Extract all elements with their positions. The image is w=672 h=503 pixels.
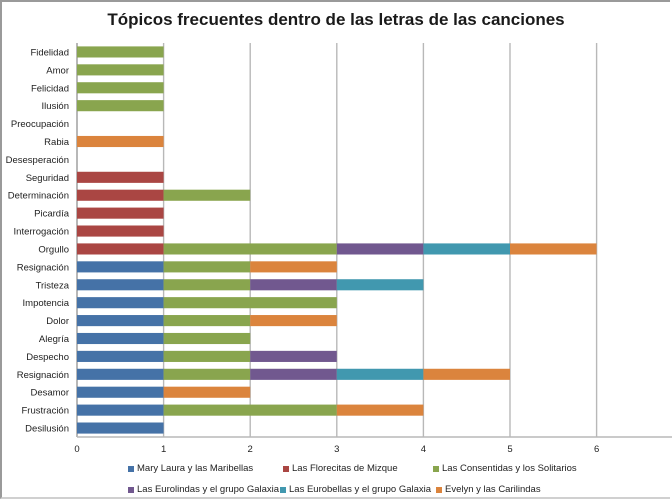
x-tick-label: 4 [421,444,426,455]
bar-segment [163,350,251,362]
legend-item: Evelyn y las Carilindas [436,484,556,495]
bar-segment [77,297,164,309]
legend-swatch [433,465,439,472]
category-label: Determinación [8,191,69,202]
bar-segment [77,386,164,398]
category-label: Tristeza [36,280,70,291]
bar-segment [163,404,337,416]
category-label: Impotencia [23,298,70,309]
x-tick-label: 3 [334,444,339,455]
category-label: Desesperación [6,155,69,166]
bar-segment [77,100,164,112]
legend-swatch [280,486,286,493]
bar-segment [336,243,424,255]
bar-segment [77,315,164,327]
x-tick-label: 0 [74,444,79,455]
x-tick-label: 6 [594,444,599,455]
category-label: Desamor [30,388,69,399]
bar-segment [423,368,510,380]
category-label: Alegría [39,334,70,345]
chart-title: Tópicos frecuentes dentro de las letras … [107,10,565,29]
bar-segment [77,368,164,380]
bar-segment [336,368,424,380]
bar-segment [77,82,164,94]
bar-segment [163,332,251,345]
bar-segment [163,368,251,380]
bar-segment [163,297,337,309]
legend-item: Las Consentidas y los Solitarios [433,463,608,474]
category-label: Desilusión [25,424,69,435]
category-label: Picardía [34,209,70,220]
legend-item: Las Eurolindas y el grupo Galaxia [128,484,280,495]
bar-segment [163,386,251,398]
category-label: Ilusión [42,101,69,112]
bar-segment [77,261,164,273]
bar-segment [77,64,164,76]
legend-swatch [128,486,134,493]
bar-segment [163,261,251,273]
bar-segment [510,243,597,255]
x-tick-label: 5 [507,444,512,455]
category-label: Preocupación [11,119,69,130]
bar-segment [77,171,164,183]
category-label: Seguridad [26,173,69,184]
category-label: Resignación [17,370,69,381]
bar-segment [77,46,164,58]
legend-label: Las Consentidas y los Solitarios [442,463,577,474]
bar-segment [250,315,337,327]
bar-segment [77,243,164,255]
x-tick-label: 1 [161,444,166,455]
bar-segment [423,243,510,255]
bar-segment [163,243,337,255]
bar-segment [336,279,424,291]
legend-item: Mary Laura y las Maribellas [128,463,283,474]
bar-segment [77,189,164,201]
bar-segment [250,368,337,380]
category-label: Despecho [26,352,69,363]
bar-segment [77,332,164,345]
legend-label: Las Eurobellas y el grupo Galaxia [289,484,432,495]
category-label: Dolor [46,316,69,327]
legend-label: Las Florecitas de Mizque [292,463,398,474]
category-label: Felicidad [31,83,69,94]
legend-swatch [283,465,289,472]
category-label: Amor [46,65,69,76]
chart-plot: Fidelidad Amor Felicidad Ilusión Preocupació… [6,43,672,455]
legend-swatch [436,486,442,493]
legend-label: Evelyn y las Carilindas [445,484,541,495]
bar-segment [336,404,424,416]
category-label: Interrogación [14,227,69,238]
bar-segment [163,315,251,327]
bar-segment [163,279,251,291]
bar-segment [77,225,164,237]
legend-item: Las Florecitas de Mizque [283,463,433,474]
bar-segment [163,189,251,201]
category-label: Fidelidad [30,47,69,58]
bar-segment [250,350,337,362]
legend-label: Mary Laura y las Maribellas [137,463,254,474]
category-label: Rabia [44,137,70,148]
category-label: Orgullo [38,244,69,255]
bar-segment [77,422,164,434]
bar-segment [77,207,164,219]
bar-segment [77,135,164,148]
bar-segment [77,350,164,362]
legend-item: Las Eurobellas y el grupo Galaxia [280,484,436,495]
bar-segment [250,279,337,291]
bar-segment [250,261,337,273]
legend-swatch [128,465,134,472]
bar-segment [77,404,164,416]
x-tick-label: 2 [248,444,253,455]
category-label: Frustración [21,406,69,417]
legend-label: Las Eurolindas y el grupo Galaxia [137,484,280,495]
category-label: Resignación [17,262,69,273]
bar-segment [77,279,164,291]
